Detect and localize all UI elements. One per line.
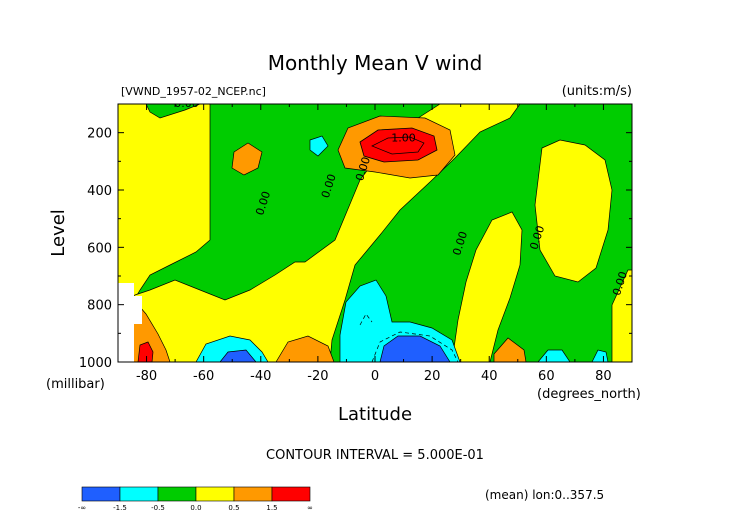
footnote: (mean) lon:0..357.5	[485, 488, 604, 502]
contour-interval: CONTOUR INTERVAL = 5.000E-01	[266, 448, 484, 463]
x-axis: -80 -60 -40 -20 0 20 40 60 80	[117, 104, 633, 384]
positive-region-far-east	[611, 269, 632, 362]
file-label: [VWND_1957-02_NCEP.nc]	[121, 85, 266, 98]
missing-data-area-2	[134, 296, 142, 324]
plot-area: 0.001.000.000.000.000.00 0.000.00	[118, 97, 632, 362]
colorbar-bin	[271, 486, 311, 502]
colorbar: -∞ -1.5 -0.5 0.0 0.5 1.5 ∞	[78, 486, 313, 512]
colorbar-tick-label: -1.5	[113, 504, 127, 512]
contour-label: 1.00	[391, 131, 416, 144]
y-axis: 200 400 600 800 1000	[79, 103, 632, 371]
colorbar-tick-label: ∞	[307, 504, 313, 512]
chart-title: Monthly Mean V wind	[268, 51, 483, 75]
red-region-jet-core	[359, 127, 438, 163]
positive-region-east	[534, 139, 613, 283]
x-tick-label: 20	[424, 369, 441, 384]
x-tick-label: 40	[481, 369, 498, 384]
x-tick-label: 80	[595, 369, 612, 384]
contour-label: 0.00	[174, 97, 199, 110]
colorbar-bin	[157, 486, 197, 502]
positive-region-east-center	[451, 211, 523, 362]
strong-negative-region-west	[219, 349, 257, 362]
colorbar-tick-label: -0.5	[151, 504, 165, 512]
orange-region-southeast	[493, 337, 527, 362]
colorbar-tick-label: 1.5	[266, 504, 277, 512]
x-tick-label: 0	[371, 369, 379, 384]
x-tick-label: -20	[307, 369, 328, 384]
y-tick-label: 800	[87, 299, 112, 314]
x-tick-label: 60	[538, 369, 555, 384]
y-tick-label: 600	[87, 241, 112, 256]
colorbar-bin	[195, 486, 235, 502]
colorbar-bin	[81, 486, 121, 502]
y-tick-label: 200	[87, 127, 112, 142]
x-tick-label: -40	[250, 369, 271, 384]
missing-data-area	[118, 283, 134, 362]
orange-region-south	[275, 335, 335, 362]
y-unit-label: (millibar)	[46, 377, 105, 392]
y-axis-label: Level	[48, 209, 69, 257]
negative-region-far-south-east	[591, 349, 609, 362]
x-unit-label: (degrees_north)	[537, 387, 641, 402]
y-tick-label: 400	[87, 184, 112, 199]
x-tick-label: -80	[136, 369, 157, 384]
x-axis-label: Latitude	[338, 404, 412, 425]
strong-negative-region-center	[379, 335, 451, 362]
colorbar-tick-label: 0.0	[190, 504, 201, 512]
colorbar-bin	[233, 486, 273, 502]
colorbar-bin	[119, 486, 159, 502]
red-region-southwest	[137, 341, 154, 362]
units-label: (units:m/s)	[562, 84, 632, 99]
orange-region-west-upper	[231, 142, 263, 176]
negative-region-upper	[309, 135, 329, 157]
colorbar-tick-label: 0.5	[228, 504, 239, 512]
y-tick-label: 1000	[79, 356, 112, 371]
x-tick-label: -60	[193, 369, 214, 384]
jet-core-contour	[371, 136, 425, 155]
colorbar-tick-label: -∞	[78, 504, 86, 512]
negative-contour-1	[371, 331, 459, 362]
